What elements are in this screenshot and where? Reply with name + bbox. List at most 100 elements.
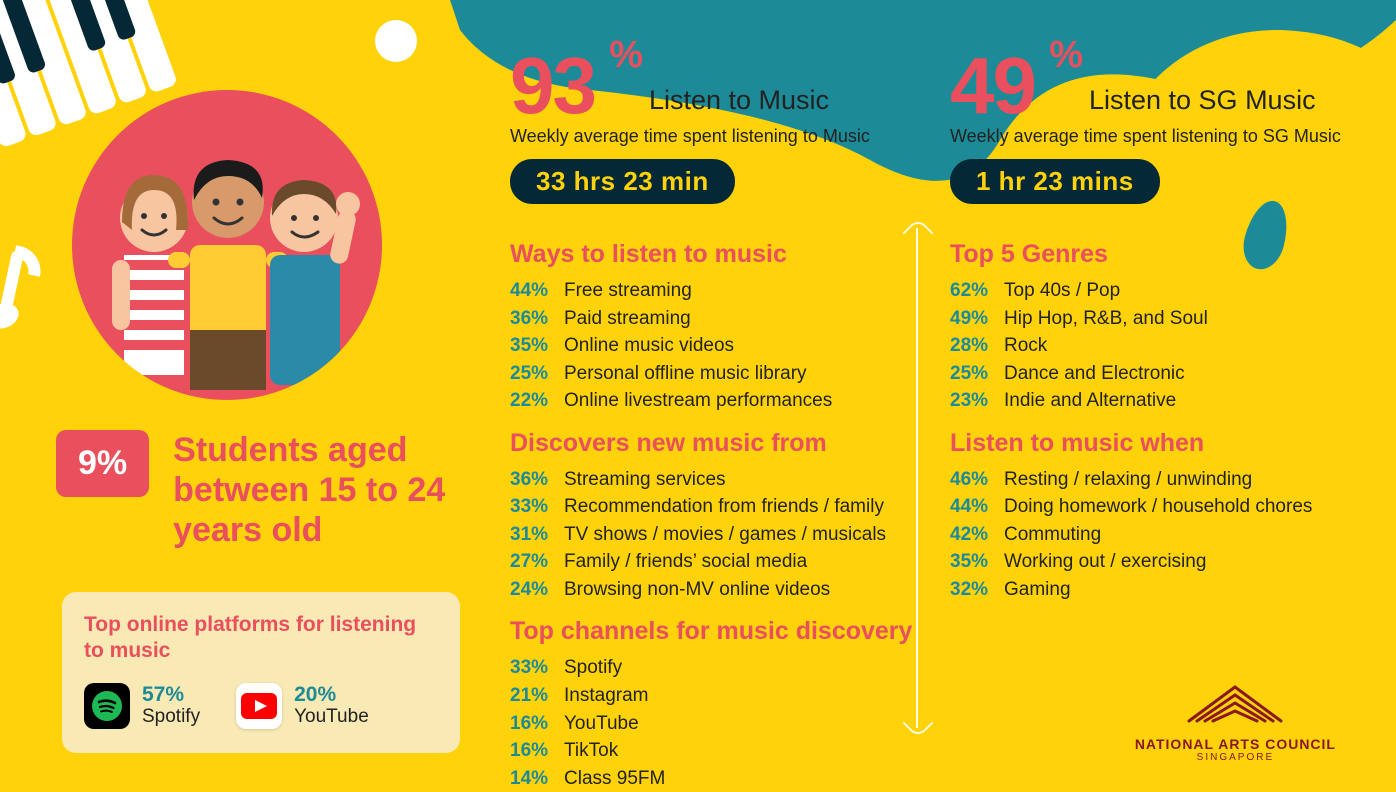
platforms-title: Top online platforms for listening to mu… xyxy=(84,612,438,665)
stat-label: Online livestream performances xyxy=(564,390,832,411)
stat-percent: 33% xyxy=(510,654,564,682)
stat-item: 27%Family / friends’ social media xyxy=(510,548,930,576)
stat-item: 46%Resting / relaxing / unwinding xyxy=(950,466,1350,494)
sections: Top 5 Genres62%Top 40s / Pop49%Hip Hop, … xyxy=(950,240,1350,603)
stat-item: 33%Spotify xyxy=(510,654,930,682)
stat-percent: 21% xyxy=(510,682,564,710)
music-note-icon xyxy=(5,250,17,320)
stat-percent: 32% xyxy=(950,576,1004,604)
stat-label: TikTok xyxy=(564,740,618,761)
platform-item-youtube: 20% YouTube xyxy=(236,683,369,729)
stat-item: 36%Paid streaming xyxy=(510,305,930,333)
stat-list: 36%Streaming services33%Recommendation f… xyxy=(510,466,930,604)
stat-label: Family / friends’ social media xyxy=(564,551,807,572)
stat-item: 24%Browsing non-MV online videos xyxy=(510,576,930,604)
nac-logo-mark xyxy=(1185,681,1285,725)
stat-item: 32%Gaming xyxy=(950,576,1350,604)
big-stat-number: 49% xyxy=(950,54,1035,118)
stat-percent: 24% xyxy=(510,576,564,604)
demographic-percent-badge: 9% xyxy=(56,430,149,497)
section-title: Ways to listen to music xyxy=(510,240,930,269)
stat-item: 44%Doing homework / household chores xyxy=(950,493,1350,521)
column-music: 93% Listen to Music Weekly average time … xyxy=(510,54,930,792)
stat-percent: 16% xyxy=(510,737,564,765)
sections: Ways to listen to music 44%Free streaming… xyxy=(510,240,930,792)
stat-item: 31%TV shows / movies / games / musicals xyxy=(510,521,930,549)
section-title: Top 5 Genres xyxy=(950,240,1350,269)
stat-percent: 36% xyxy=(510,305,564,333)
time-pill: 1 hr 23 mins xyxy=(950,159,1160,204)
stat-percent: 25% xyxy=(950,360,1004,388)
demographic: 9% Students aged between 15 to 24 years … xyxy=(56,430,473,550)
stat-percent: 28% xyxy=(950,332,1004,360)
stat-percent: 16% xyxy=(510,710,564,738)
stat-label: Instagram xyxy=(564,685,648,706)
spotify-icon xyxy=(84,683,130,729)
section-title: Listen to music when xyxy=(950,429,1350,458)
stat-item: 36%Streaming services xyxy=(510,466,930,494)
stat-item: 42%Commuting xyxy=(950,521,1350,549)
stat-label: Top 40s / Pop xyxy=(1004,280,1120,301)
stat-label: Dance and Electronic xyxy=(1004,363,1185,384)
stat-item: 25%Dance and Electronic xyxy=(950,360,1350,388)
stat-percent: 31% xyxy=(510,521,564,549)
stat-label: Hip Hop, R&B, and Soul xyxy=(1004,308,1208,329)
stat-percent: 49% xyxy=(950,305,1004,333)
stat-label: YouTube xyxy=(564,713,639,734)
stat-item: 35%Online music videos xyxy=(510,332,930,360)
stat-percent: 46% xyxy=(950,466,1004,494)
stat-percent: 44% xyxy=(510,277,564,305)
youtube-icon xyxy=(236,683,282,729)
platform-percent: 57% xyxy=(142,683,200,706)
stat-label: Resting / relaxing / unwinding xyxy=(1004,469,1252,490)
stat-label: Indie and Alternative xyxy=(1004,390,1176,411)
stat-label: Recommendation from friends / family xyxy=(564,496,884,517)
stat-item: 14%Class 95FM xyxy=(510,765,930,792)
white-dot xyxy=(375,20,417,62)
demographic-label: Students aged between 15 to 24 years old xyxy=(173,430,473,550)
stat-percent: 36% xyxy=(510,466,564,494)
stat-label: Personal offline music library xyxy=(564,363,807,384)
stat-list: 62%Top 40s / Pop49%Hip Hop, R&B, and Sou… xyxy=(950,277,1350,415)
stat-item: 16%YouTube xyxy=(510,710,930,738)
stat-item: 22%Online livestream performances xyxy=(510,387,930,415)
stat-label: Free streaming xyxy=(564,280,692,301)
stat-item: 35%Working out / exercising xyxy=(950,548,1350,576)
platform-item-spotify: 57% Spotify xyxy=(84,683,200,729)
stat-percent: 62% xyxy=(950,277,1004,305)
platforms-card: Top online platforms for listening to mu… xyxy=(62,592,460,753)
stat-item: 44%Free streaming xyxy=(510,277,930,305)
stat-label: Doing homework / household chores xyxy=(1004,496,1312,517)
percent-sign: % xyxy=(609,40,641,70)
platform-name: YouTube xyxy=(294,706,369,728)
stat-item: 49%Hip Hop, R&B, and Soul xyxy=(950,305,1350,333)
stat-label: TV shows / movies / games / musicals xyxy=(564,524,886,545)
platform-name: Spotify xyxy=(142,706,200,728)
stat-label: Class 95FM xyxy=(564,768,665,789)
logo-text-line2: SINGAPORE xyxy=(1135,752,1336,763)
column-sg-music: 49% Listen to SG Music Weekly average ti… xyxy=(950,54,1350,603)
stat-label: Working out / exercising xyxy=(1004,551,1206,572)
stat-item: 25%Personal offline music library xyxy=(510,360,930,388)
stat-item: 28%Rock xyxy=(950,332,1350,360)
stat-percent: 35% xyxy=(950,548,1004,576)
stat-list: 46%Resting / relaxing / unwinding44%Doin… xyxy=(950,466,1350,604)
platform-percent: 20% xyxy=(294,683,369,706)
big-stat-number: 93% xyxy=(510,54,595,118)
stat-label: Online music videos xyxy=(564,335,734,356)
stat-percent: 42% xyxy=(950,521,1004,549)
stat-item: 23%Indie and Alternative xyxy=(950,387,1350,415)
section-title: Top channels for music discovery xyxy=(510,617,930,646)
stat-percent: 27% xyxy=(510,548,564,576)
stat-percent: 25% xyxy=(510,360,564,388)
stat-label: Spotify xyxy=(564,657,622,678)
stat-item: 21%Instagram xyxy=(510,682,930,710)
stat-label: Gaming xyxy=(1004,579,1071,600)
time-pill: 33 hrs 23 min xyxy=(510,159,735,204)
nac-logo: NATIONAL ARTS COUNCIL SINGAPORE xyxy=(1135,681,1336,763)
section-title: Discovers new music from xyxy=(510,429,930,458)
big-stat-label: Listen to SG Music xyxy=(1089,85,1316,116)
stat-label: Browsing non-MV online videos xyxy=(564,579,830,600)
stat-item: 16%TikTok xyxy=(510,737,930,765)
stat-label: Paid streaming xyxy=(564,308,691,329)
